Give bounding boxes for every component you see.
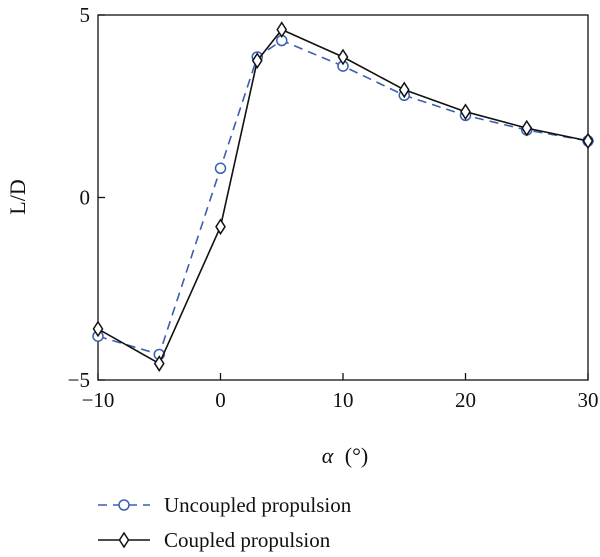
x-tick-label: −10	[82, 388, 115, 412]
data-point-coupled	[337, 48, 349, 66]
x-tick-label: 0	[215, 388, 226, 412]
x-axis: −10 0 10 20 30	[82, 373, 599, 412]
data-point-coupled	[460, 103, 471, 121]
y-axis-label: L/D	[5, 179, 30, 214]
data-point-coupled	[251, 52, 263, 70]
y-tick-label: 5	[80, 3, 91, 27]
series-layer	[92, 21, 594, 372]
y-tick-label: 0	[80, 186, 91, 210]
y-axis: −5 0 5	[68, 3, 105, 392]
data-point-coupled	[276, 21, 288, 38]
data-point-coupled	[582, 132, 594, 150]
legend-label-coupled: Coupled propulsion	[164, 528, 331, 552]
legend-item-coupled: Coupled propulsion	[98, 528, 331, 552]
data-point-uncoupled	[214, 162, 227, 175]
x-tick-label: 10	[333, 388, 354, 412]
data-point-coupled	[215, 218, 226, 236]
series-line-coupled	[97, 28, 589, 365]
data-point-coupled	[153, 355, 165, 372]
x-axis-symbol: α	[322, 443, 334, 468]
y-tick-label: −5	[68, 368, 90, 392]
data-point-coupled	[92, 320, 104, 338]
legend: Uncoupled propulsion Coupled propulsion	[98, 493, 352, 552]
series-line-uncoupled	[97, 39, 589, 356]
data-point-coupled	[398, 81, 410, 99]
x-tick-label: 20	[455, 388, 476, 412]
x-axis-unit: (°)	[345, 443, 368, 468]
x-tick-label: 30	[578, 388, 599, 412]
legend-item-uncoupled: Uncoupled propulsion	[98, 493, 352, 517]
data-point-coupled	[521, 119, 533, 137]
series-coupled	[92, 21, 594, 372]
series-uncoupled	[92, 34, 594, 361]
legend-label-uncoupled: Uncoupled propulsion	[164, 493, 352, 517]
legend-swatch-coupled-marker	[118, 531, 130, 549]
x-axis-label: α (°)	[322, 443, 369, 468]
legend-swatch-uncoupled-marker	[118, 499, 130, 511]
